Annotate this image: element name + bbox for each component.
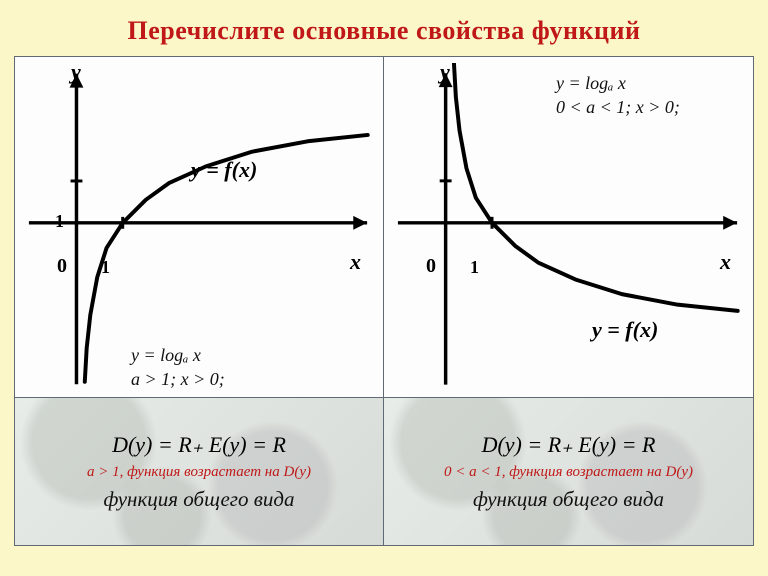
equation-line-1: y = logₐ x [131, 343, 225, 367]
condition-text: a > 1, функция возрастает на D(y) [87, 464, 311, 481]
equation-block: y = logₐ x 0 < a < 1; x > 0; [556, 71, 680, 120]
x-tick-1: 1 [470, 257, 479, 278]
left-panel: y x 0 1 1 y = f(x) y = logₐ x a > 1; x >… [14, 56, 384, 398]
x-tick-1: 1 [101, 257, 110, 278]
origin-label: 0 [426, 255, 436, 278]
left-info: D(y) = R₊ E(y) = R a > 1, функция возрас… [14, 398, 384, 546]
y-axis-label: y [440, 59, 450, 85]
left-chart-svg [21, 63, 377, 391]
equation-line-2: 0 < a < 1; x > 0; [556, 95, 680, 119]
chart-panels: y x 0 1 1 y = f(x) y = logₐ x a > 1; x >… [14, 56, 754, 398]
kind-text: функция общего вида [473, 487, 664, 512]
condition-text: 0 < a < 1, функция возрастает на D(y) [444, 464, 693, 481]
equation-block: y = logₐ x a > 1; x > 0; [131, 343, 225, 392]
y-tick-1: 1 [55, 211, 64, 232]
domain-range: D(y) = R₊ E(y) = R [112, 432, 286, 458]
left-chart: y x 0 1 1 y = f(x) y = logₐ x a > 1; x >… [15, 57, 383, 397]
y-axis-label: y [71, 59, 81, 85]
right-info: D(y) = R₊ E(y) = R 0 < a < 1, функция во… [384, 398, 754, 546]
right-panel: y x 0 1 y = f(x) y = logₐ x 0 < a < 1; x… [384, 56, 754, 398]
function-label: y = f(x) [191, 157, 257, 183]
origin-label: 0 [57, 255, 67, 278]
function-label: y = f(x) [592, 317, 658, 343]
domain-range: D(y) = R₊ E(y) = R [482, 432, 656, 458]
equation-line-2: a > 1; x > 0; [131, 367, 225, 391]
x-axis-label: x [720, 249, 731, 275]
right-chart: y x 0 1 y = f(x) y = logₐ x 0 < a < 1; x… [384, 57, 753, 397]
info-row: D(y) = R₊ E(y) = R a > 1, функция возрас… [14, 398, 754, 546]
kind-text: функция общего вида [104, 487, 295, 512]
equation-line-1: y = logₐ x [556, 71, 680, 95]
x-axis-label: x [350, 249, 361, 275]
page-title: Перечислите основные свойства функций [0, 0, 768, 56]
